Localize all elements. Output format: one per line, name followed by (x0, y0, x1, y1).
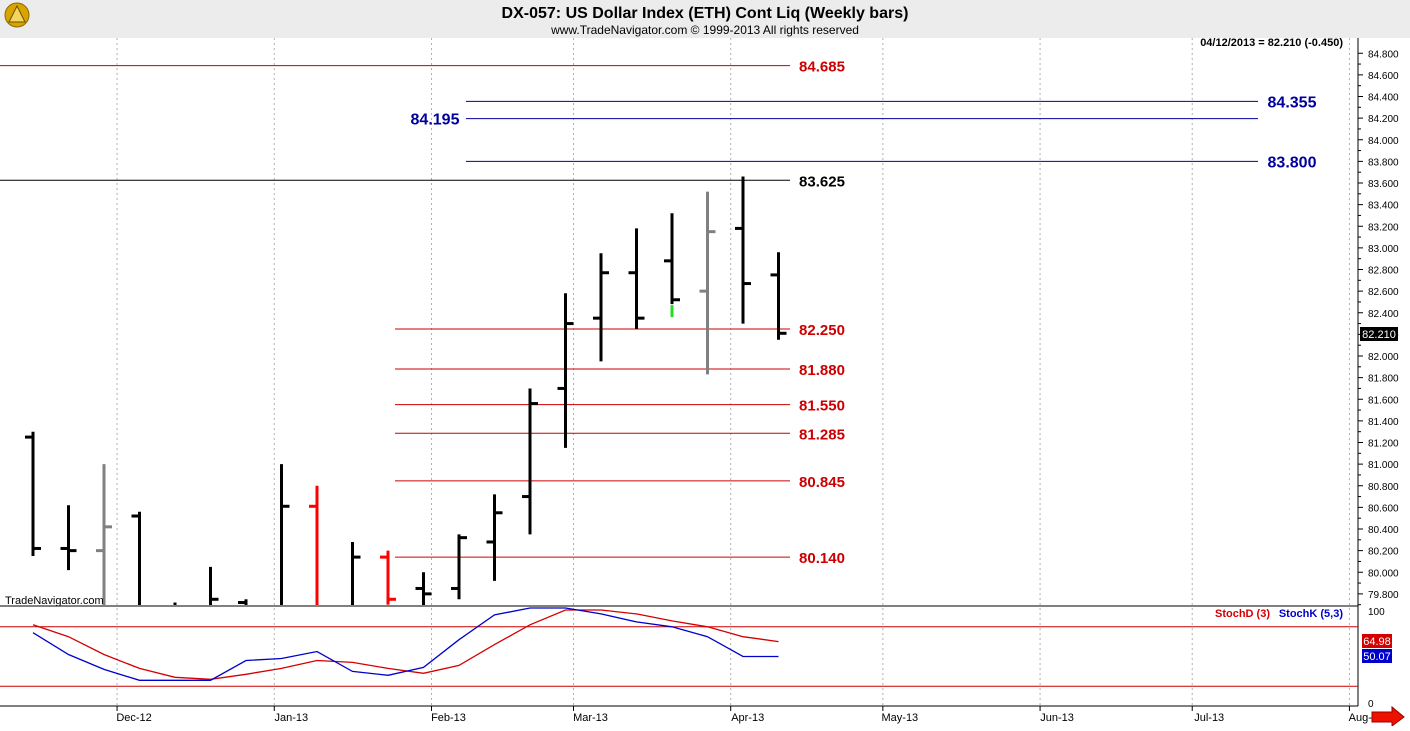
stoch-axis-top: 100 (1368, 607, 1385, 618)
y-tick-label: 83.400 (1368, 201, 1399, 212)
stoch-k-badge: 50.07 (1362, 649, 1392, 663)
y-tick-label: 80.000 (1368, 568, 1399, 579)
y-tick-label: 80.800 (1368, 482, 1399, 493)
y-tick-label: 80.200 (1368, 547, 1399, 558)
ohlc-bar (351, 541, 361, 605)
last-price-badge: 82.210 (1360, 327, 1398, 341)
level-label: 81.550 (799, 398, 845, 415)
x-tick-label: Mar-13 (573, 712, 608, 724)
y-tick-label: 82.600 (1368, 287, 1399, 298)
watermark: TradeNavigator.com (5, 595, 104, 607)
x-tick-label: Feb-13 (431, 712, 466, 724)
level-label: 80.140 (799, 550, 845, 567)
y-tick-label: 81.600 (1368, 395, 1399, 406)
stoch-legend-k: StochK (5,3) (1279, 608, 1344, 620)
level-label: 83.625 (799, 173, 845, 190)
y-tick-label: 81.000 (1368, 460, 1399, 471)
time-axis: Dec-12 Jan-13 Feb-13 Mar-13 Apr-13 May-13 Jun-… (116, 706, 1384, 724)
x-tick-label: Jun-13 (1040, 712, 1074, 724)
y-tick-label: 80.600 (1368, 503, 1399, 514)
y-tick-label: 84.400 (1368, 93, 1399, 104)
level-label: 82.250 (799, 322, 845, 339)
stoch-k-badge-text: 50.07 (1363, 651, 1391, 663)
ohlc-bar (486, 494, 503, 581)
ohlc-bar (238, 599, 248, 605)
header-bar (0, 0, 1410, 38)
ohlc-bar (522, 388, 538, 535)
y-tick-label: 79.800 (1368, 590, 1399, 601)
copyright-text: www.TradeNavigator.com © 1999-2013 All r… (550, 23, 859, 37)
y-tick-label: 81.800 (1368, 374, 1399, 385)
ohlc-bar (593, 253, 609, 362)
y-tick-label: 83.000 (1368, 244, 1399, 255)
stoch-axis-bottom: 0 (1368, 699, 1374, 710)
y-tick-label: 80.400 (1368, 525, 1399, 536)
ohlc-bars (25, 176, 787, 605)
ohlc-bar (96, 464, 112, 605)
ohlc-bar (309, 485, 319, 605)
stoch-d-badge: 64.98 (1362, 634, 1392, 648)
y-tick-label: 82.800 (1368, 266, 1399, 277)
ohlc-bar (557, 293, 574, 448)
y-tick-label: 81.200 (1368, 439, 1399, 450)
ohlc-bar (415, 572, 432, 605)
ohlc-bar (380, 550, 396, 605)
price-panel (0, 38, 1358, 605)
level-label: 80.845 (799, 474, 845, 491)
y-tick-label: 83.200 (1368, 222, 1399, 233)
ohlc-bar (209, 566, 219, 605)
scroll-right-arrow-icon[interactable] (1371, 705, 1405, 727)
x-tick-label: Apr-13 (731, 712, 764, 724)
y-tick-label: 81.400 (1368, 417, 1399, 428)
y-tick-label: 82.000 (1368, 352, 1399, 363)
ohlc-bar (451, 534, 467, 600)
y-tick-label: 84.000 (1368, 136, 1399, 147)
ohlc-bar (770, 252, 787, 340)
level-label: 81.285 (799, 426, 845, 443)
stochastic-lines (0, 607, 1358, 687)
last-price-badge-text: 82.210 (1362, 329, 1396, 341)
stoch-legend-d: StochD (3) (1215, 608, 1270, 620)
level-label: 83.800 (1268, 154, 1317, 171)
ohlc-bar (60, 505, 77, 571)
ohlc-bar (25, 431, 41, 557)
horizontal-levels: 84.685 84.355 84.195 83.800 83.625 82.250 81.8… (0, 59, 1317, 567)
logo-icon (4, 2, 30, 28)
ohlc-bar (735, 176, 751, 324)
level-label: 84.355 (1268, 94, 1317, 111)
chart-title: DX-057: US Dollar Index (ETH) Cont Liq (… (502, 5, 909, 22)
x-tick-label: Jan-13 (274, 712, 308, 724)
x-tick-label: May-13 (882, 712, 919, 724)
ohlc-bar (628, 228, 645, 329)
ohlc-bar (699, 191, 716, 375)
level-label: 81.880 (799, 362, 845, 379)
ohlc-bar (280, 464, 290, 605)
stoch-k-line (32, 607, 779, 681)
status-readout: 04/12/2013 = 82.210 (-0.450) (1200, 37, 1343, 49)
price-axis: 79.800 80.000 80.200 80.400 80.600 80.800 81.0… (1358, 49, 1399, 606)
ohlc-bar (131, 511, 141, 605)
y-tick-label: 84.600 (1368, 71, 1399, 82)
y-tick-label: 83.600 (1368, 179, 1399, 190)
stoch-d-badge-text: 64.98 (1363, 636, 1391, 648)
y-tick-label: 84.200 (1368, 114, 1399, 125)
stoch-panel (0, 607, 1358, 706)
level-label: 84.195 (411, 112, 460, 129)
y-tick-label: 83.800 (1368, 157, 1399, 168)
x-tick-label: Jul-13 (1194, 712, 1224, 724)
y-tick-label: 84.800 (1368, 49, 1399, 60)
level-label: 84.685 (799, 59, 845, 76)
x-tick-label: Dec-12 (116, 712, 151, 724)
ohlc-bar (664, 213, 680, 305)
y-tick-label: 82.400 (1368, 309, 1399, 320)
